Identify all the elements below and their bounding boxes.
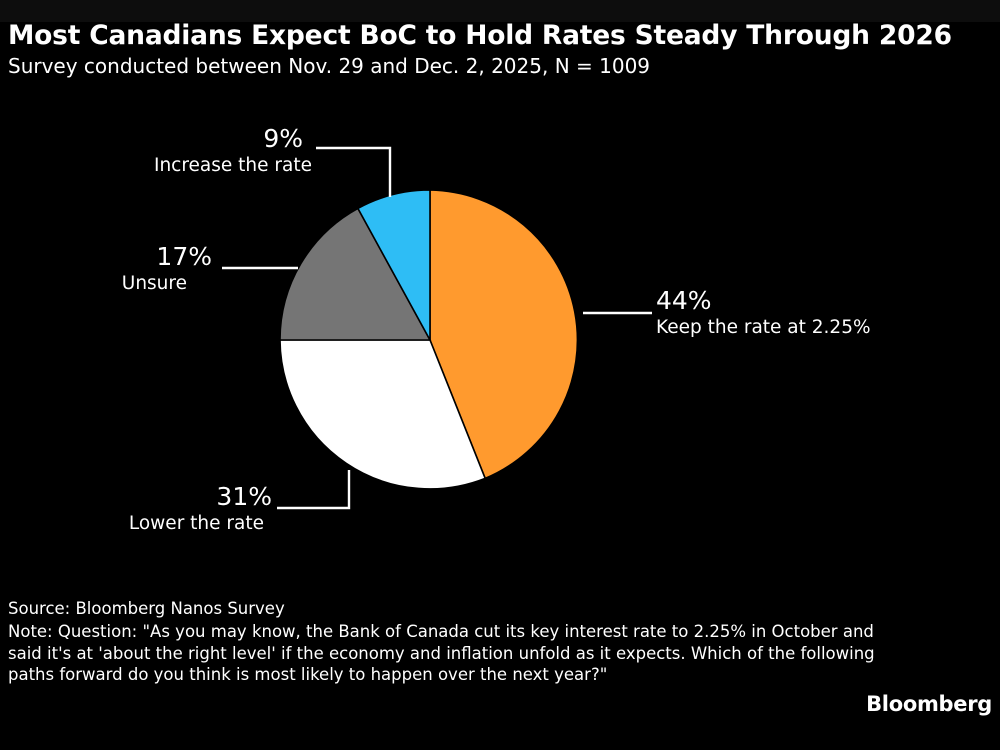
note-text: Note: Question: "As you may know, the Ba…	[8, 621, 875, 685]
bloomberg-logo: Bloomberg	[866, 692, 992, 716]
callout-keep-the-rate: 44% Keep the rate at 2.25%	[656, 288, 986, 338]
callout-keep-label: Keep the rate at 2.25%	[656, 317, 871, 338]
callout-increase-label: Increase the rate	[154, 155, 312, 176]
callout-unsure: 17% Unsure	[10, 244, 215, 294]
leader-line-lower-the-rate	[277, 470, 351, 510]
chart-subtitle: Survey conducted between Nov. 29 and Dec…	[8, 53, 651, 78]
chart-footer: Source: Bloomberg Nanos Survey Note: Que…	[8, 598, 878, 686]
pie-slice-keep-the-rate	[429, 189, 579, 480]
callout-increase-percent: 9%	[263, 124, 303, 153]
pie-slice-increase-the-rate	[356, 189, 431, 341]
pie-slice-unsure	[279, 207, 432, 341]
callout-increase-the-rate: 9% Increase the rate	[10, 126, 315, 176]
pie-slice-lower-the-rate	[279, 339, 487, 490]
leader-line-increase-the-rate	[316, 146, 392, 197]
chart-header: Most Canadians Expect BoC to Hold Rates …	[8, 20, 992, 78]
page-title: Most Canadians Expect BoC to Hold Rates …	[8, 20, 952, 51]
callout-unsure-percent: 17%	[156, 242, 212, 271]
callout-lower-the-rate: 31% Lower the rate	[10, 484, 275, 534]
callout-unsure-label: Unsure	[121, 273, 187, 294]
callout-keep-percent: 44%	[656, 286, 712, 315]
callout-lower-label: Lower the rate	[128, 513, 264, 534]
callout-lower-percent: 31%	[216, 482, 272, 511]
top-bar	[0, 0, 1000, 22]
source-text: Source: Bloomberg Nanos Survey	[8, 599, 285, 618]
